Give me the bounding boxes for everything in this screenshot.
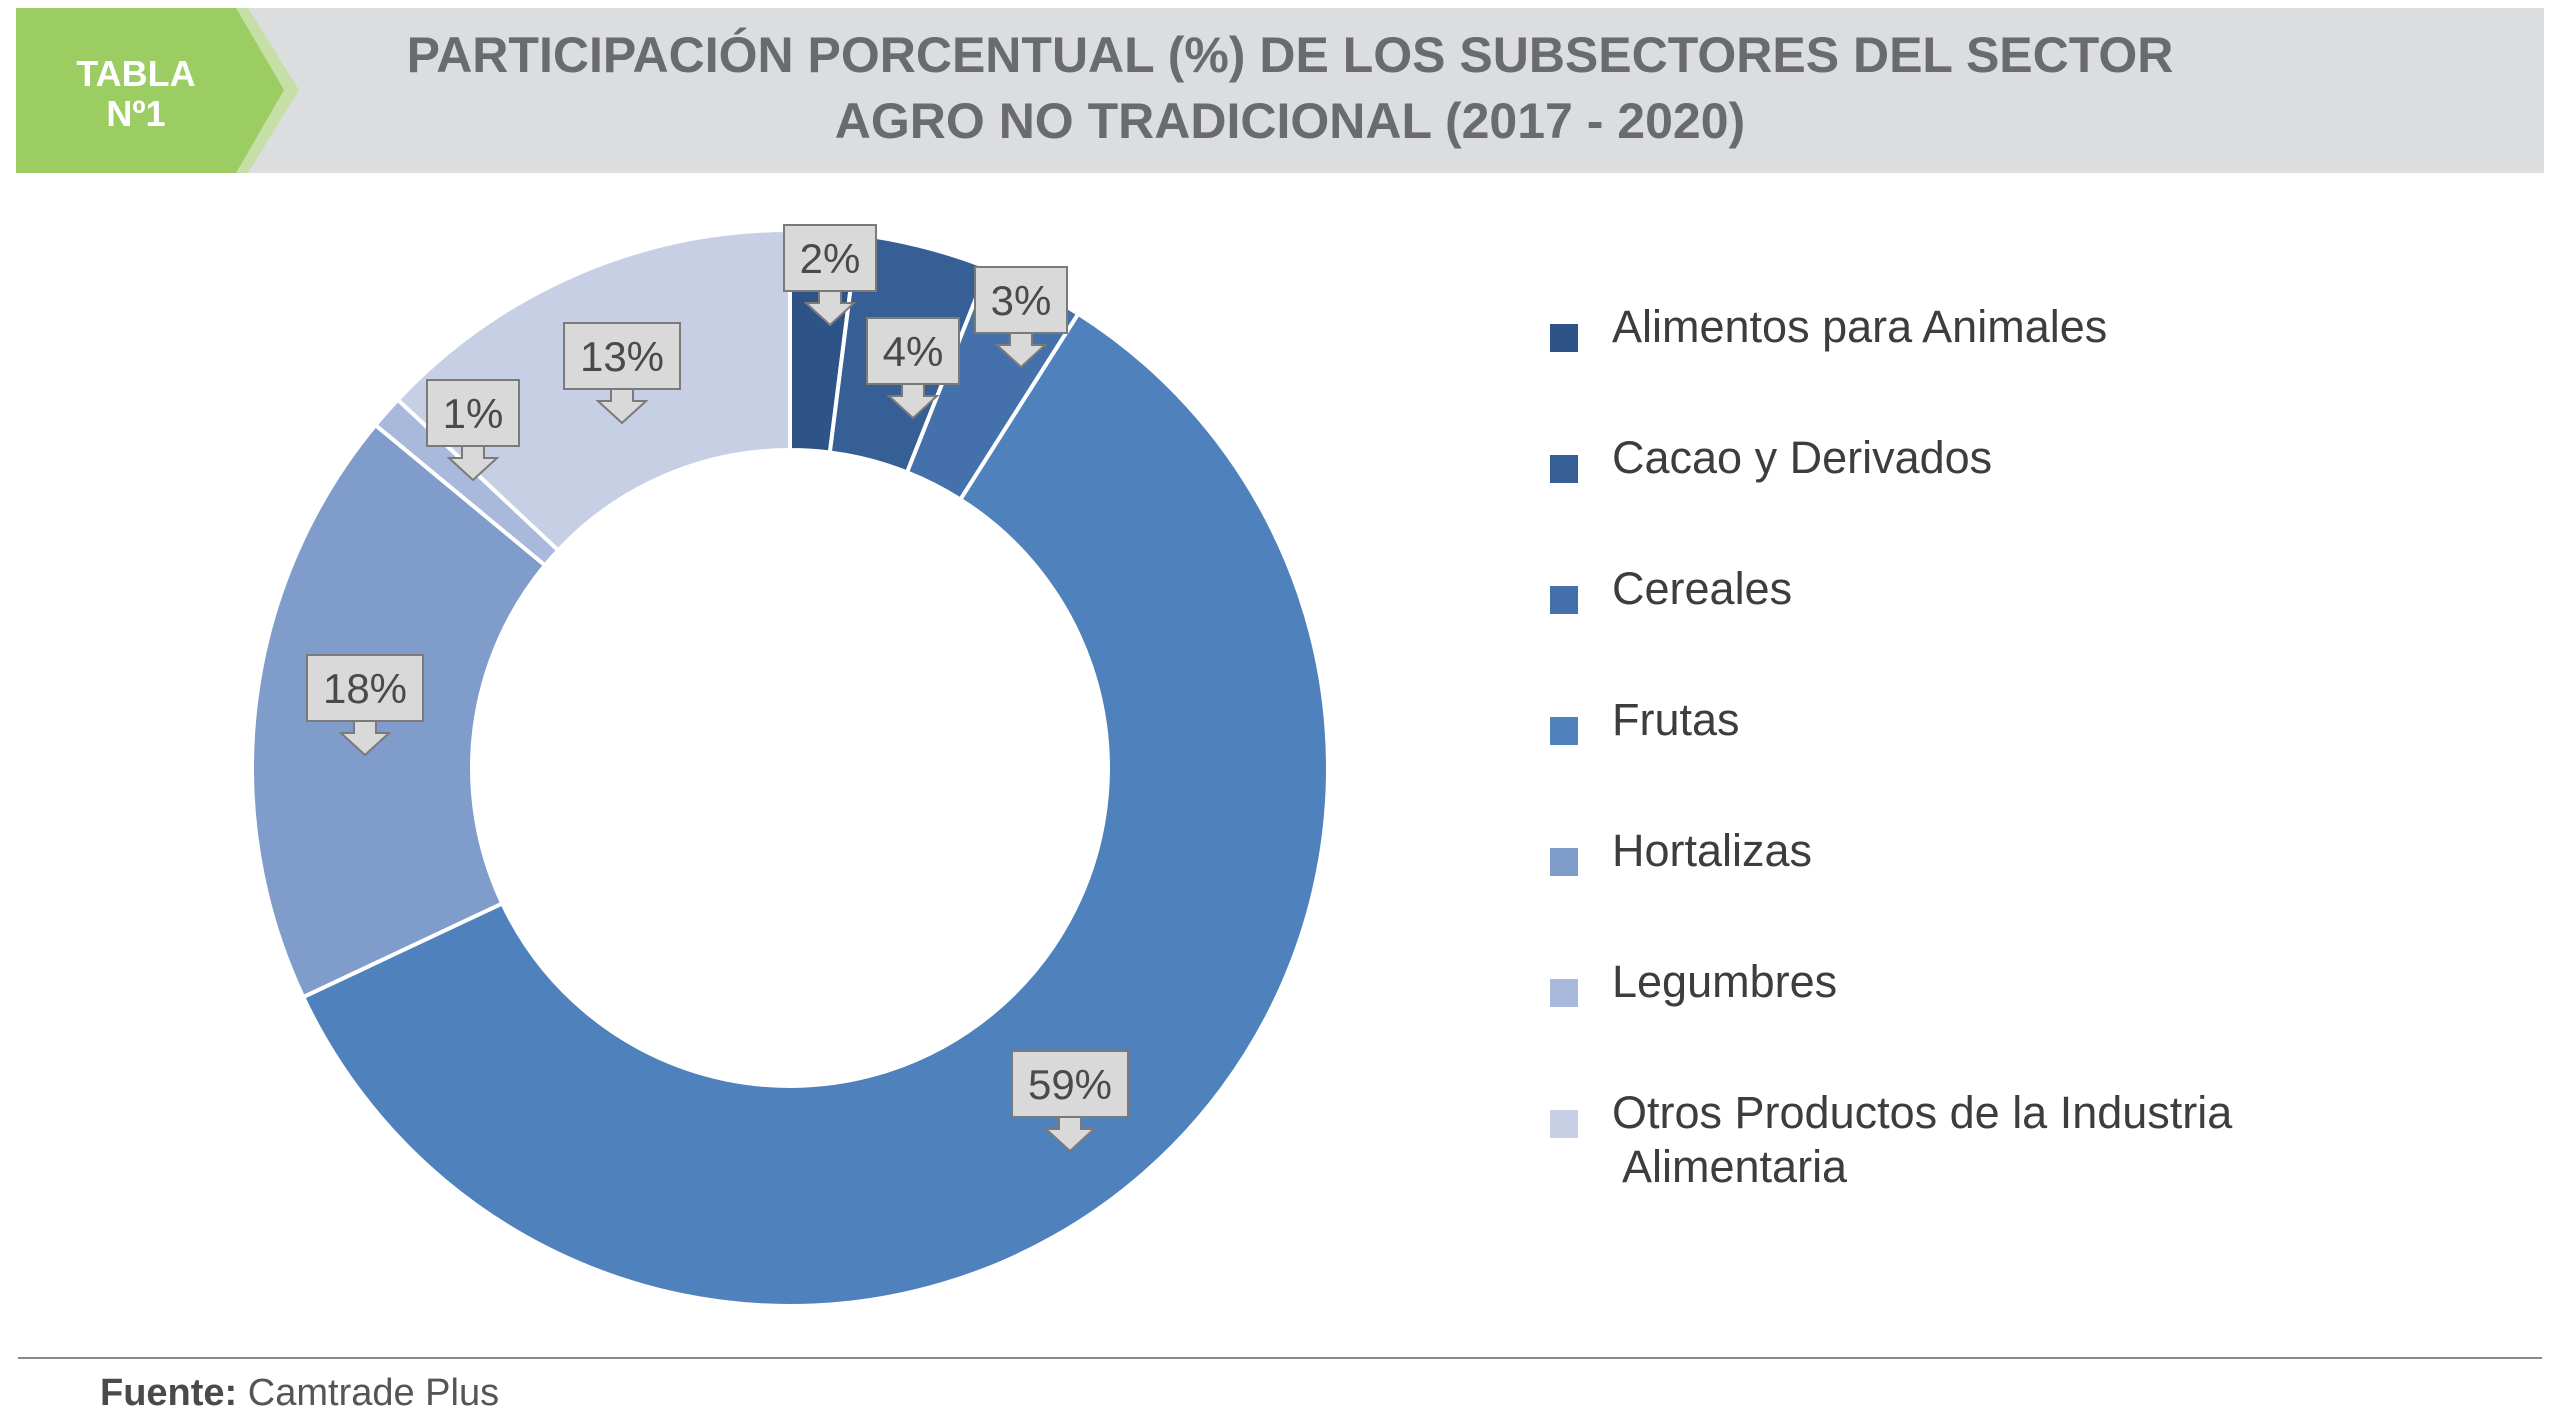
source-value: Camtrade Plus — [247, 1372, 500, 1414]
header-band — [16, 8, 2544, 173]
badge-line-2: Nº1 — [106, 93, 166, 134]
data-label-text: 4% — [883, 328, 944, 375]
data-label-arrow — [1043, 1116, 1097, 1153]
table-badge: TABLA Nº1 — [16, 8, 299, 173]
badge-text: TABLA Nº1 — [16, 54, 256, 134]
data-label-cacao-y-derivados: 4% — [866, 317, 960, 420]
legend-label: Cereales — [1612, 562, 2372, 616]
legend-item-otros-productos-de-la-industria-alimentaria: Otros Productos de la Industria Alimentar… — [1550, 1086, 2372, 1194]
legend-label-line-1: Legumbres — [1612, 956, 1838, 1007]
data-label-text: 1% — [443, 390, 504, 437]
legend-label-line-1: Frutas — [1612, 694, 1740, 745]
legend-swatch — [1550, 1110, 1578, 1138]
donut-chart: 2% 4% 3% 59% 18% 1% 13% — [250, 224, 1330, 1308]
legend-label-line-1: Hortalizas — [1612, 825, 1813, 876]
data-label-text: 13% — [580, 333, 664, 380]
data-label-box — [974, 266, 1068, 334]
chart-title-line-2: AGRO NO TRADICIONAL (2017 - 2020) — [834, 93, 1746, 149]
legend-label: Cacao y Derivados — [1612, 431, 2372, 485]
data-label-box — [1011, 1050, 1129, 1118]
data-label-arrow — [446, 445, 500, 482]
data-label-text: 59% — [1028, 1061, 1112, 1108]
legend-label: Frutas — [1612, 693, 2372, 747]
legend-swatch — [1550, 848, 1578, 876]
legend-label-line-1: Alimentos para Animales — [1612, 301, 2108, 352]
data-label-otros-productos-de-la-industria-alimentaria: 13% — [563, 322, 681, 425]
data-label-text: 2% — [800, 235, 861, 282]
legend-item-cacao-y-derivados: Cacao y Derivados — [1550, 431, 2372, 485]
legend-item-hortalizas: Hortalizas — [1550, 824, 2372, 878]
legend-swatch — [1550, 979, 1578, 1007]
source-label: Fuente: — [100, 1372, 238, 1414]
legend-item-cereales: Cereales — [1550, 562, 2372, 616]
footer-divider — [18, 1357, 2542, 1359]
data-label-arrow — [886, 383, 940, 420]
legend-label-line-1: Otros Productos de la Industria — [1612, 1087, 2233, 1138]
chart-title-line-1: PARTICIPACIÓN PORCENTUAL (%) DE LOS SUBS… — [406, 27, 2174, 83]
badge-arrow-shape — [16, 8, 299, 173]
legend-label: Hortalizas — [1612, 824, 2372, 878]
legend-label-line-2: Alimentaria — [1622, 1141, 1848, 1192]
legend-item-alimentos-para-animales: Alimentos para Animales — [1550, 300, 2372, 354]
source-note: Fuente: Camtrade Plus — [100, 1372, 499, 1415]
legend-item-frutas: Frutas — [1550, 693, 2372, 747]
legend-label-line-1: Cacao y Derivados — [1612, 432, 1993, 483]
data-label-text: 18% — [323, 665, 407, 712]
data-label-alimentos-para-animales: 2% — [783, 224, 877, 327]
data-label-arrow — [994, 332, 1048, 369]
chart-title: PARTICIPACIÓN PORCENTUAL (%) DE LOS SUBS… — [300, 22, 2280, 154]
slice-otros-productos-de-la-industria-alimentaria — [394, 227, 792, 554]
legend-swatch — [1550, 586, 1578, 614]
legend-label-line-1: Cereales — [1612, 563, 1793, 614]
legend-label: Legumbres — [1612, 955, 2372, 1009]
data-label-legumbres: 1% — [426, 379, 520, 482]
legend-item-legumbres: Legumbres — [1550, 955, 2372, 1009]
data-label-arrow — [595, 388, 649, 425]
data-label-cereales: 3% — [974, 266, 1068, 369]
data-label-arrow — [803, 290, 857, 327]
data-label-hortalizas: 18% — [306, 654, 424, 757]
data-label-text: 3% — [991, 277, 1052, 324]
data-label-frutas: 59% — [1011, 1050, 1129, 1153]
legend-swatch — [1550, 455, 1578, 483]
badge-line-1: TABLA — [76, 53, 196, 94]
legend-label: Alimentos para Animales — [1612, 300, 2372, 354]
data-label-arrow — [338, 720, 392, 757]
legend-label: Otros Productos de la Industria Alimentar… — [1612, 1086, 2372, 1194]
legend-swatch — [1550, 717, 1578, 745]
data-label-box — [563, 322, 681, 390]
data-label-box — [426, 379, 520, 447]
legend-swatch — [1550, 324, 1578, 352]
